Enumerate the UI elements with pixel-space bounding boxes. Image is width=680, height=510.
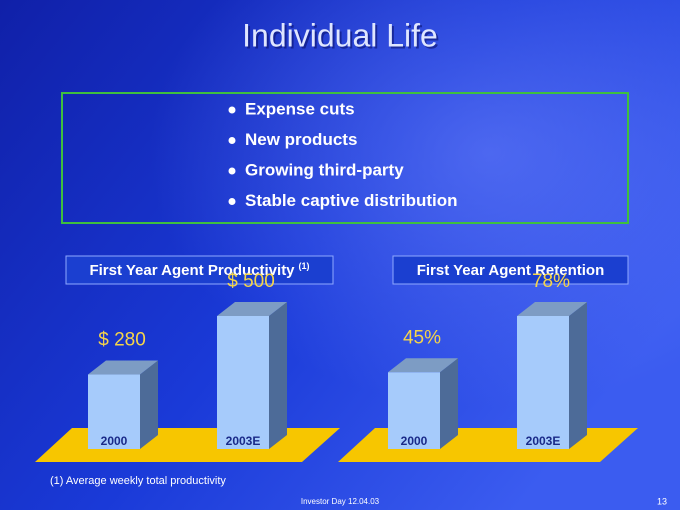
footnote: (1) Average weekly total productivity [50,475,226,487]
bullet-dot [228,106,236,114]
footer: Investor Day 12.04.03 [301,497,380,506]
bar-side [440,358,458,449]
chart-title-text: First Year Agent Retention [417,262,605,279]
bar-front [517,316,569,449]
category-label: 2003E [526,434,561,448]
bar-side [269,302,287,449]
bar-top [88,360,158,375]
bar-front [88,374,140,449]
bar [388,358,458,449]
value-label: 78% [532,271,570,292]
floor [338,428,638,462]
bar-side [140,360,158,449]
chart-title-note: (1) [299,261,310,271]
bar-front [217,316,269,449]
bar [88,360,158,449]
bullet-text: New products [245,130,357,149]
bullet-dot [228,167,236,175]
chart-title: First Year Agent Retention [417,262,605,279]
bar-top [217,302,287,316]
category-label: 2003E [226,434,261,448]
bullet-text: Expense cuts [245,99,355,118]
chart-title-text: First Year Agent Productivity [89,262,295,279]
category-label: 2000 [401,434,428,448]
bar [217,302,287,449]
bar-side [569,302,587,449]
bar-front [388,372,440,449]
bullet-text: Stable captive distribution [245,191,458,210]
bullet-text: Growing third-party [245,160,404,179]
chart-title: First Year Agent Productivity (1) [89,261,309,279]
chart-title-box [65,255,334,285]
slide-title-shadow: Individual Life [244,19,440,55]
bullet-list: Expense cuts New products Growing third-pa… [228,99,458,210]
category-label: 2000 [101,434,128,448]
bar-top [388,358,458,373]
bullet-dot [228,137,236,144]
floor [35,428,340,462]
bullet-dot [228,198,236,205]
value-label: $ 280 [98,330,146,351]
chart-title-box [392,255,629,285]
page-number: 13 [657,496,667,506]
bar-top [517,302,587,316]
slide-title: Individual Life [242,17,438,53]
bullet-box [61,92,629,224]
bar [517,302,587,449]
value-label: $ 500 [227,271,275,292]
value-label: 45% [403,327,441,348]
